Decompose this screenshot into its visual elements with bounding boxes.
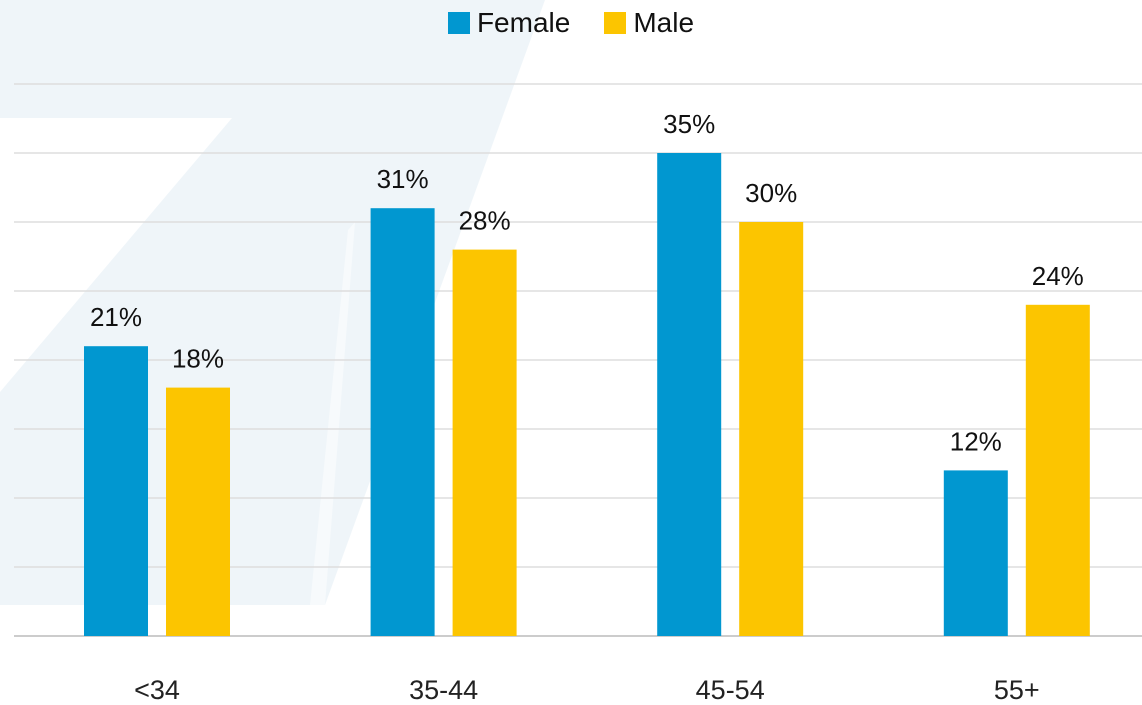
bar-male-0 [166,387,230,636]
data-label-male-2: 30% [745,178,797,208]
bar-female-3 [943,470,1008,636]
legend-label-male: Male [633,7,695,38]
x-tick-label-2: 45-54 [696,675,765,705]
x-tick-label-0: <34 [134,675,180,705]
x-tick-label-3: 55+ [994,675,1040,705]
data-label-male-0: 18% [172,344,224,374]
bar-male-3 [1025,304,1090,636]
bar-male-2 [739,222,804,636]
legend-label-female: Female [476,7,571,38]
data-label-male-3: 24% [1032,261,1084,291]
bars [84,153,1090,636]
legend-swatch-female [447,12,470,34]
legend-swatch-male [604,12,627,34]
bar-male-1 [452,249,517,636]
data-labels: 21% 18% 31% 28% 35% 30% 12% 24% [90,109,1084,456]
bar-female-1 [370,208,435,636]
bar-female-2 [657,153,722,636]
x-axis-ticks: <34 35-44 45-54 55+ [134,675,1040,705]
data-label-female-2: 35% [663,109,715,139]
legend: Female Male [0,5,1142,41]
data-label-female-1: 31% [377,164,429,194]
bar-female-0 [84,346,148,636]
data-label-female-3: 12% [950,426,1002,456]
legend-item-male: Male [604,5,694,41]
x-tick-label-1: 35-44 [409,675,478,705]
data-label-female-0: 21% [90,302,142,332]
data-label-male-1: 28% [459,206,511,236]
legend-item-female: Female [447,5,571,41]
